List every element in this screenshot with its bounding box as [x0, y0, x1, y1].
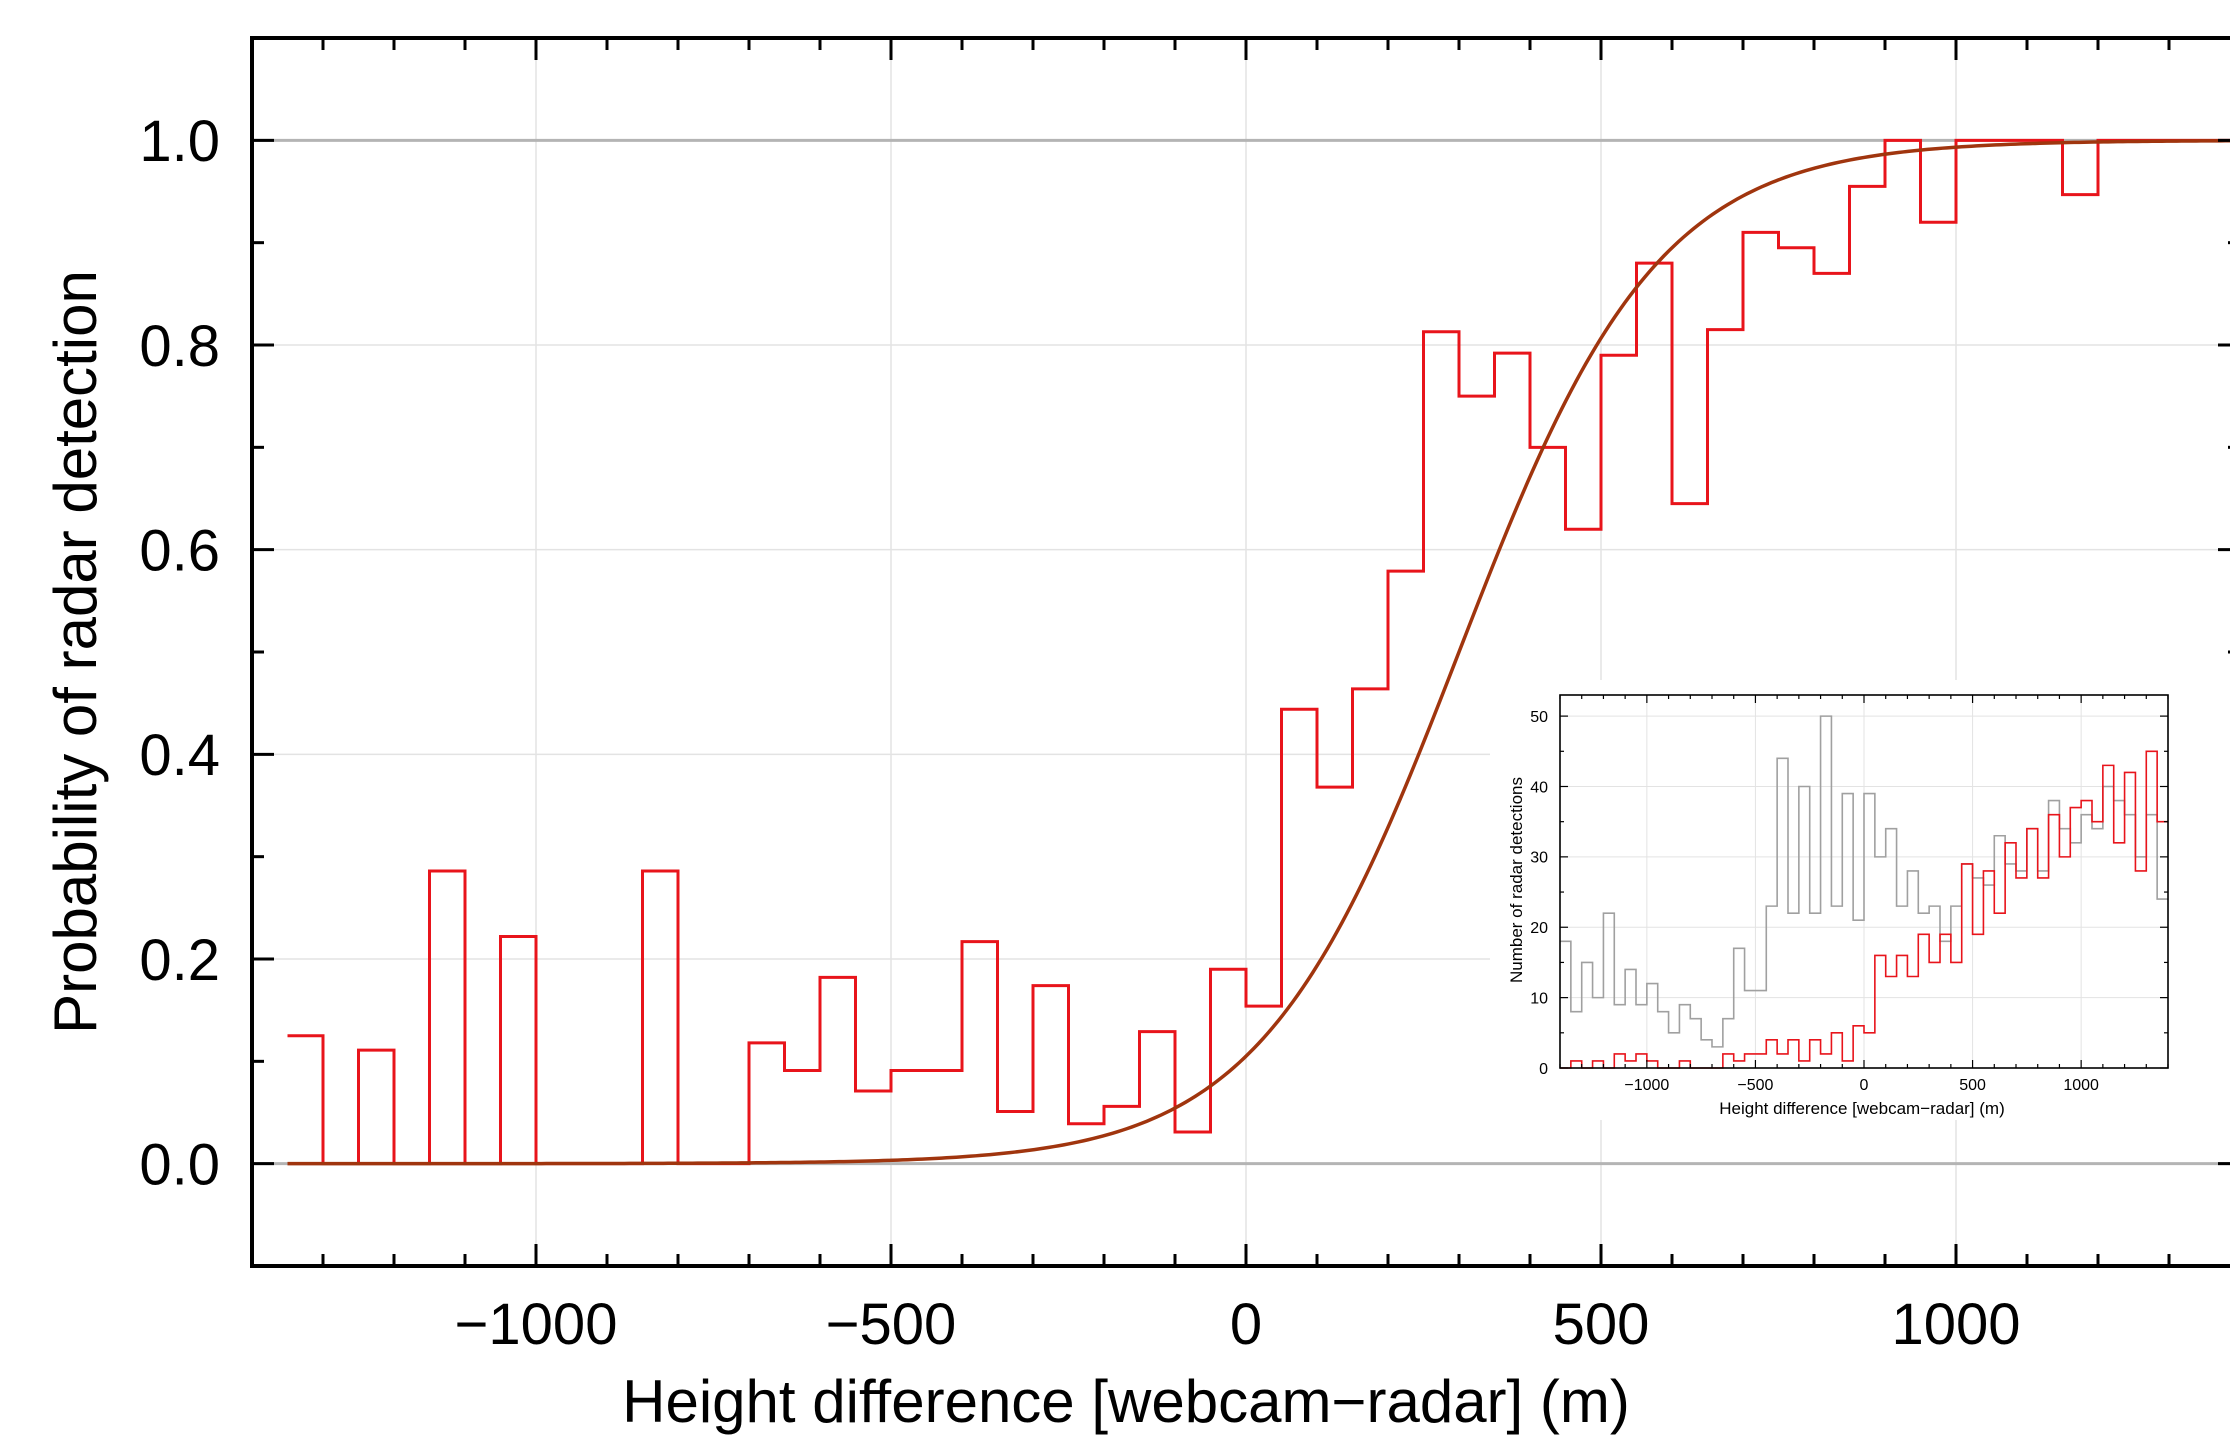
- inset-y-tick-label: 10: [1530, 990, 1548, 1007]
- main-frame: [250, 36, 2230, 1268]
- inset-y-tick-label: 0: [1539, 1061, 1548, 1078]
- inset-y-axis-label: Number of radar detections: [1507, 777, 1526, 983]
- y-tick-label: 0.0: [139, 1133, 220, 1198]
- inset-background: [1490, 680, 2230, 1120]
- inset-y-tick-label: 40: [1530, 779, 1548, 796]
- inset-frame: [1559, 694, 2169, 1069]
- inset-x-tick-label: 0: [1860, 1077, 1869, 1094]
- x-tick-label: −1000: [455, 1292, 618, 1357]
- inset-x-tick-label: −1000: [1624, 1077, 1669, 1094]
- inset-x-tick-label: −500: [1737, 1077, 1773, 1094]
- inset-y-tick-label: 30: [1530, 850, 1548, 867]
- inset-x-tick-label: 1000: [2063, 1077, 2099, 1094]
- x-tick-label: −500: [826, 1292, 957, 1357]
- y-tick-label: 0.6: [139, 519, 220, 584]
- inset-histogram-series-0: [1560, 715, 2168, 1048]
- inset-tick-labels: −1000 −500 0 500 1000 0 10 20 30 40 50: [1530, 709, 2099, 1094]
- inset-series: [1560, 715, 2168, 1069]
- x-tick-label: 500: [1553, 1292, 1650, 1357]
- x-tick-label: 1000: [1891, 1292, 2020, 1357]
- main-series: [287, 138, 2230, 1166]
- y-tick-label: 0.2: [139, 928, 220, 993]
- x-axis-label: Height difference [webcam−radar] (m): [622, 1368, 1630, 1435]
- inset-x-tick-label: 500: [1959, 1077, 1986, 1094]
- y-tick-label: 1.0: [139, 109, 220, 174]
- inset-chart: −1000 −500 0 500 1000 0 10 20 30 40 50 Height diff…: [1490, 680, 2230, 1120]
- y-axis-label: Probability of radar detection: [42, 270, 109, 1034]
- inset-histogram-series-1: [1560, 750, 2168, 1069]
- y-tick-label: 0.4: [139, 723, 220, 788]
- x-tick-label: 0: [1230, 1292, 1262, 1357]
- inset-y-tick-label: 50: [1530, 709, 1548, 726]
- inset-y-tick-label: 20: [1530, 920, 1548, 937]
- fitted-curve: [287, 139, 2230, 1166]
- y-tick-label: 0.8: [139, 314, 220, 379]
- inset-x-axis-label: Height difference [webcam−radar] (m): [1719, 1099, 2005, 1118]
